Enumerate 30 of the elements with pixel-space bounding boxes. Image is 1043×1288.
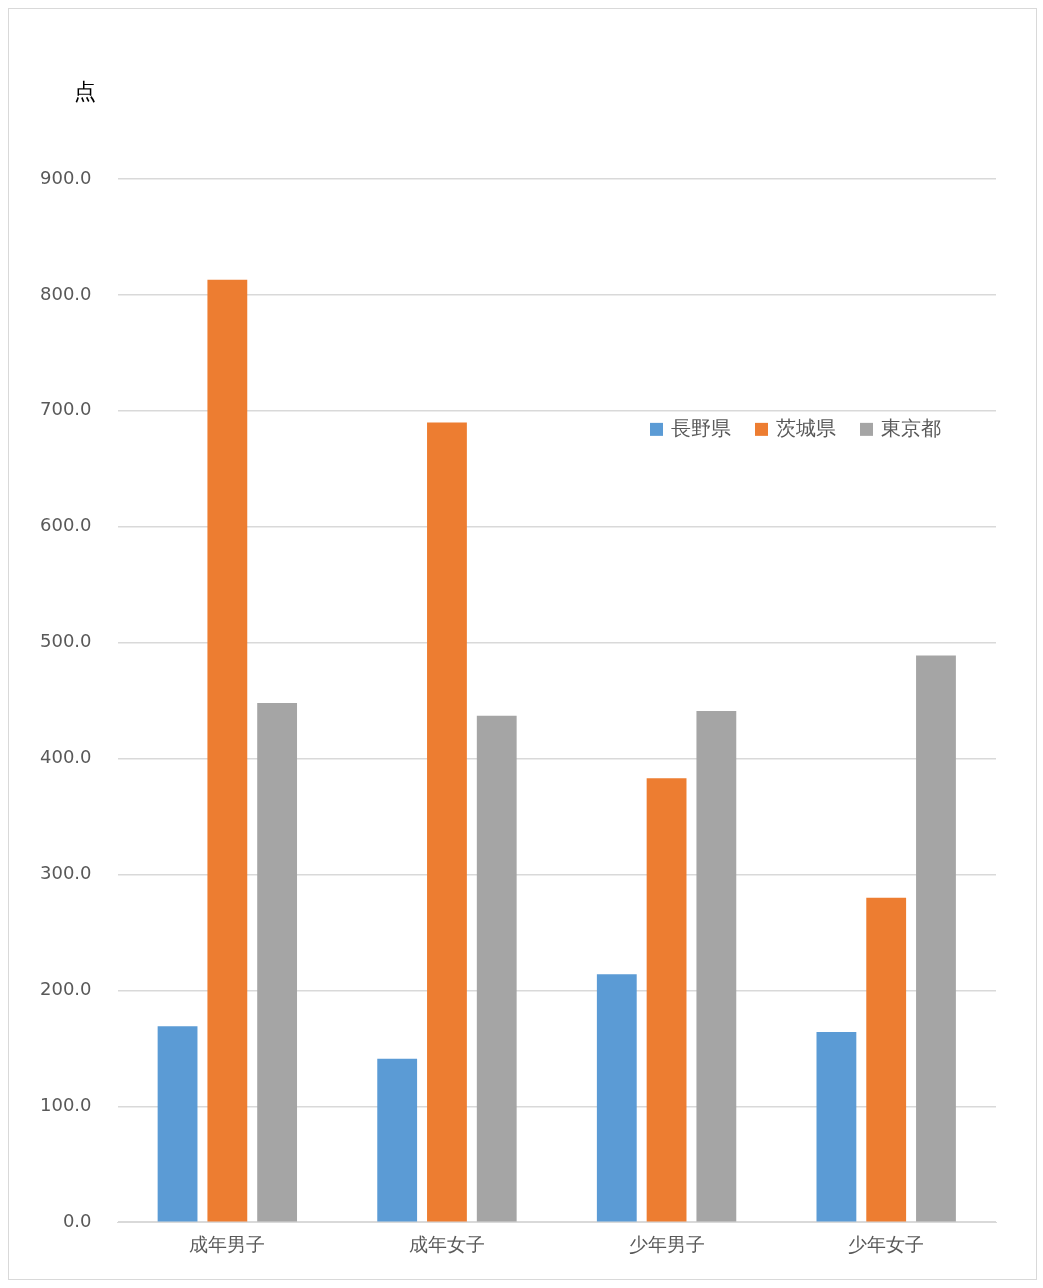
bar [816,1032,857,1222]
bar [377,1058,418,1222]
bar [476,715,517,1222]
bar [596,974,637,1222]
y-tick-label: 500.0 [40,630,92,652]
y-tick-label: 0.0 [62,1209,92,1231]
bar [646,778,687,1222]
bar [696,711,737,1222]
x-tick-label: 成年女子 [408,1232,485,1255]
x-tick-label: 少年男子 [628,1232,705,1255]
y-tick-label: 700.0 [40,398,92,420]
bar [257,702,298,1222]
y-tick-label: 400.0 [40,746,92,768]
legend-label: 東京都 [881,415,941,440]
bar [207,279,248,1222]
y-axis-title: 点 [74,78,96,104]
bar [866,897,907,1222]
bar [427,422,467,1222]
bar [916,655,956,1222]
y-tick-label: 200.0 [40,978,92,1000]
y-tick-label: 800.0 [40,282,92,304]
y-tick-label: 100.0 [40,1093,92,1115]
y-tick-label: 300.0 [40,862,92,884]
y-tick-label: 900.0 [40,166,92,188]
x-tick-label: 成年男子 [189,1232,266,1255]
legend-label: 長野県 [671,415,731,440]
x-tick-label: 少年女子 [848,1232,925,1255]
legend-label: 茨城県 [776,415,836,440]
y-tick-label: 600.0 [40,514,92,536]
bar [157,1026,198,1222]
